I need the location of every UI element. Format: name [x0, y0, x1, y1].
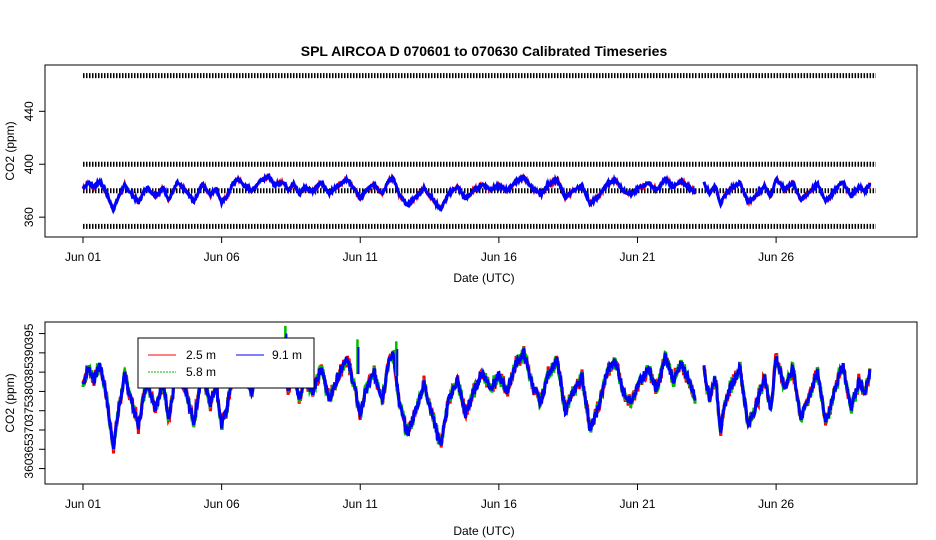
top-panel: Jun 01 Jun 06 Jun 11 Jun 16 Jun 21 Jun 26 360…: [3, 64, 918, 285]
bottom-y-axis-label: CO2 (ppm): [3, 373, 17, 432]
bottom-y-tick-label: 370: [22, 420, 36, 440]
legend-label-5-8m: 5.8 m: [186, 365, 216, 379]
bottom-x-axis: Jun 01 Jun 06 Jun 11 Jun 16 Jun 21 Jun 26: [65, 484, 794, 511]
legend: 2.5 m 5.8 m 9.1 m: [137, 337, 315, 389]
top-y-tick-label: 440: [22, 101, 36, 121]
top-panel-frame: [44, 64, 918, 238]
top-x-tick-label: Jun 06: [204, 250, 240, 264]
top-x-tick-label: Jun 01: [65, 250, 101, 264]
series-9-1m-trace: [81, 344, 872, 450]
bottom-y-tick-label: 375: [22, 400, 36, 420]
bottom-y-tick-label: 365: [22, 439, 36, 459]
bottom-x-tick-label: Jun 01: [65, 497, 101, 511]
bottom-x-tick-label: Jun 06: [204, 497, 240, 511]
legend-label-9-1m: 9.1 m: [272, 348, 302, 362]
top-y-tick-label: 360: [22, 207, 36, 227]
top-series: [81, 172, 872, 215]
bottom-x-tick-label: Jun 11: [343, 497, 378, 511]
top-x-tick-label: Jun 21: [619, 250, 655, 264]
bottom-x-tick-label: Jun 26: [758, 497, 794, 511]
bottom-x-tick-label: Jun 16: [481, 497, 517, 511]
bottom-panel-frame: [44, 321, 918, 485]
top-x-tick-label: Jun 16: [481, 250, 517, 264]
top-y-axis-label: CO2 (ppm): [3, 121, 17, 180]
bottom-panel: Jun 01 Jun 06 Jun 11 Jun 16 Jun 21 Jun 26 360…: [3, 321, 918, 538]
top-series-9-1m-trace: [81, 172, 872, 215]
bottom-x-axis-label: Date (UTC): [453, 524, 514, 538]
bottom-y-tick-label: 360: [22, 458, 36, 478]
top-x-axis-label: Date (UTC): [453, 271, 514, 285]
top-x-tick-label: Jun 11: [343, 250, 378, 264]
top-x-tick-label: Jun 26: [758, 250, 794, 264]
bottom-series: [81, 325, 872, 454]
legend-box: [137, 337, 315, 389]
bottom-y-tick-label: 380: [22, 381, 36, 401]
top-y-tick-label: 400: [22, 154, 36, 174]
bottom-y-tick-label: 395: [22, 323, 36, 343]
bottom-y-tick-label: 390: [22, 343, 36, 363]
top-x-axis: Jun 01 Jun 06 Jun 11 Jun 16 Jun 21 Jun 26: [65, 237, 794, 264]
bottom-x-tick-label: Jun 21: [619, 497, 655, 511]
top-y-axis: 360 400 440: [22, 101, 45, 227]
legend-label-2-5m: 2.5 m: [186, 348, 216, 362]
bottom-y-tick-label: 385: [22, 362, 36, 382]
chart-title: SPL AIRCOA D 070601 to 070630 Calibrated…: [301, 43, 668, 59]
